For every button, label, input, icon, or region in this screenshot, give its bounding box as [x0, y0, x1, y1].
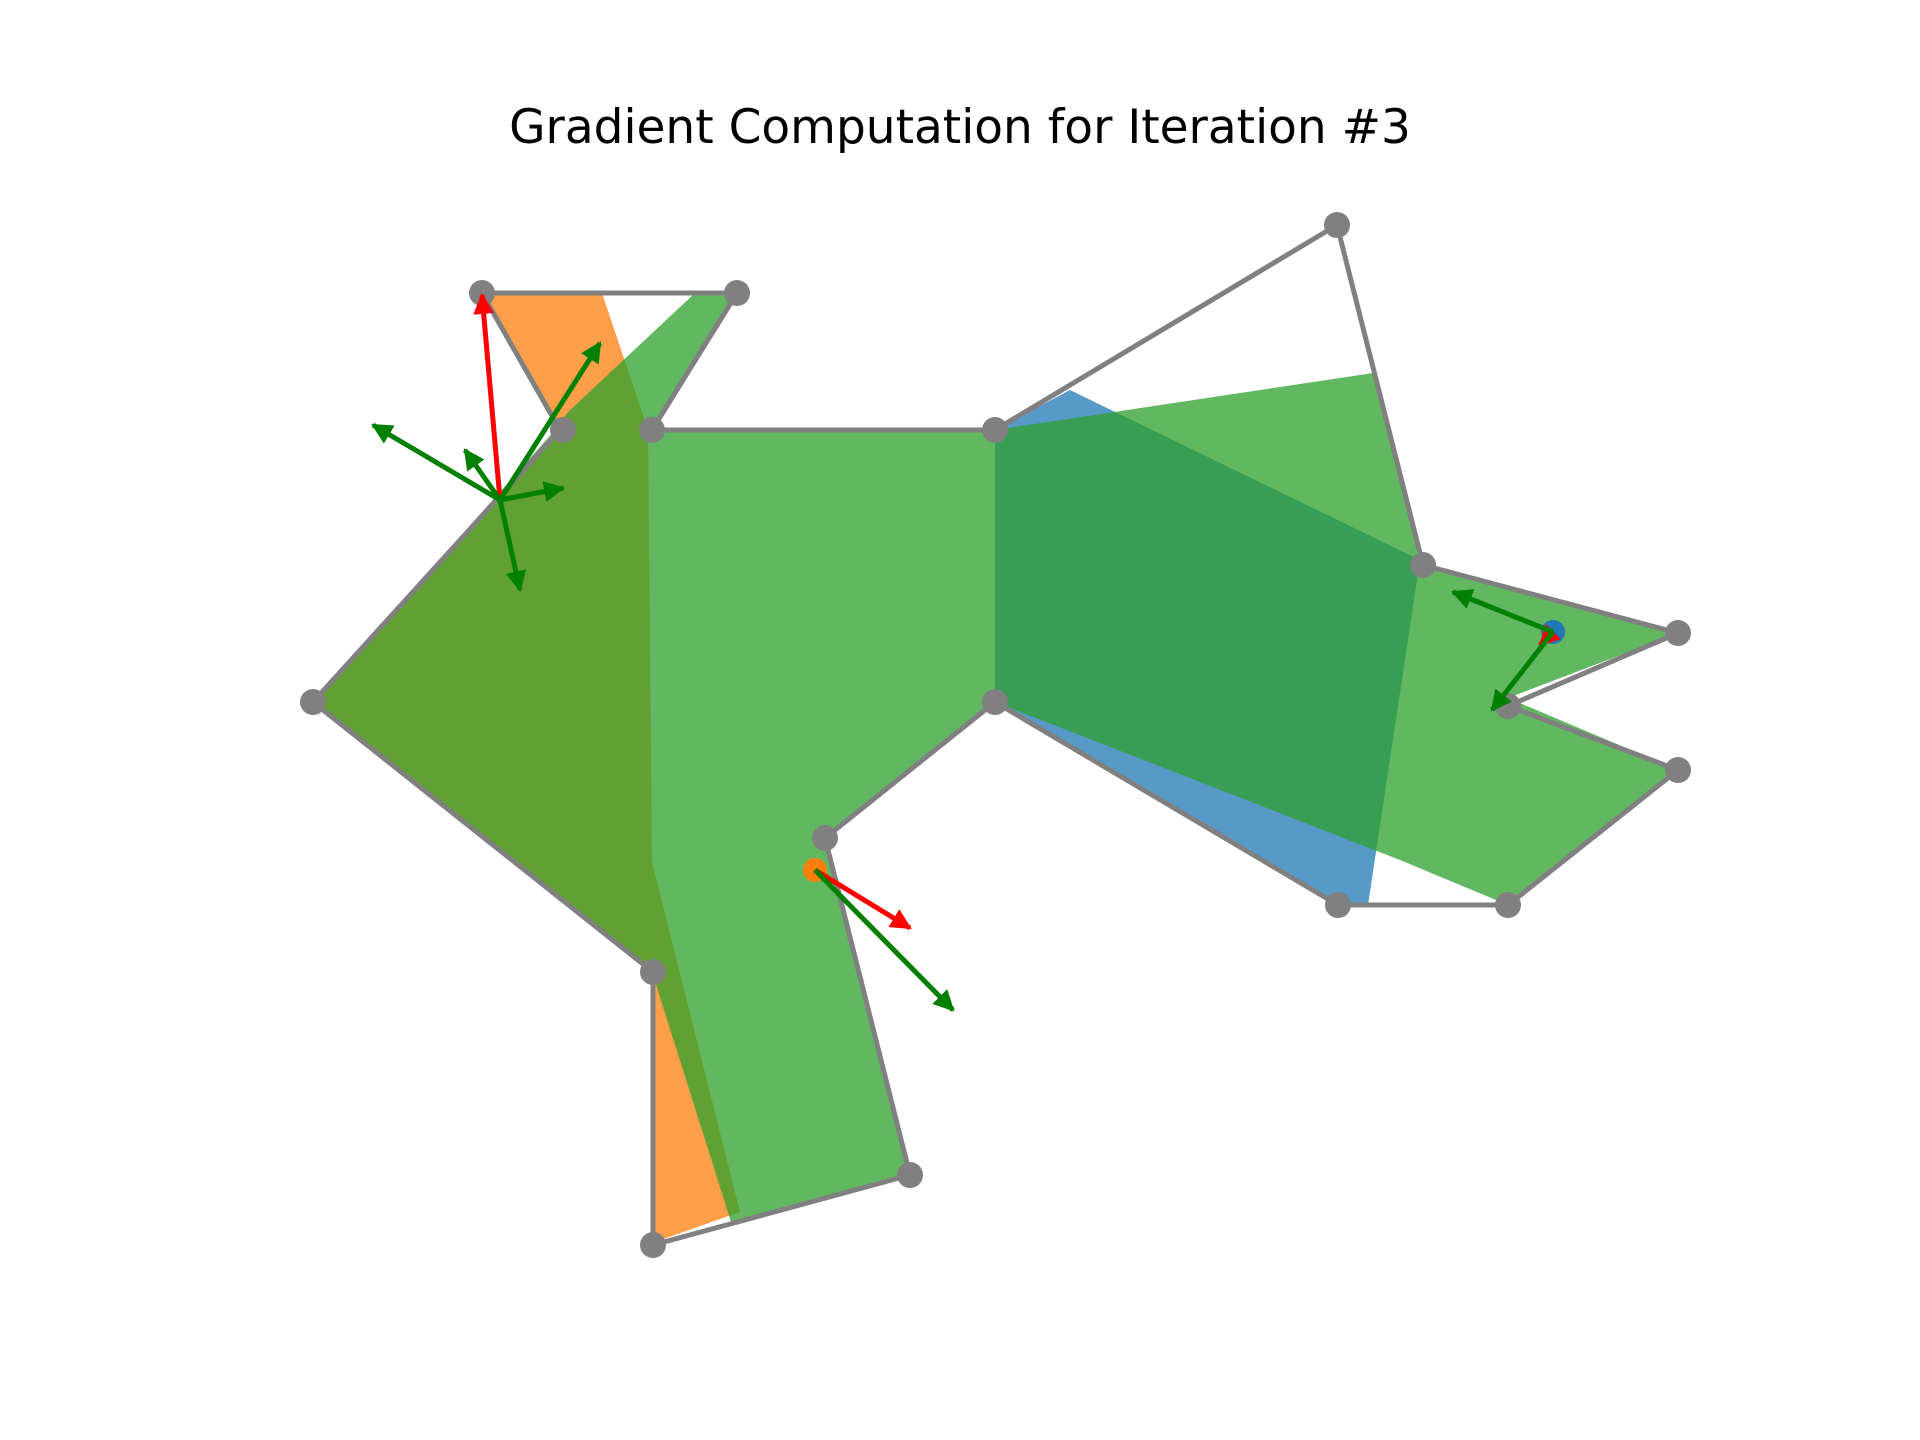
vertex [1665, 620, 1691, 646]
vertex [1495, 892, 1521, 918]
gradient-arrows-upper-left [371, 292, 603, 593]
vertex [1324, 212, 1350, 238]
vertex [897, 1162, 923, 1188]
gradient-green-arrow [462, 448, 503, 502]
vertex [550, 417, 576, 443]
vertex [639, 417, 665, 443]
gradient-arrows-blue-point [1451, 589, 1561, 712]
vertex [982, 417, 1008, 443]
gradient-green-arrow [497, 499, 527, 593]
gradient-green-arrow [371, 422, 502, 503]
vertex [812, 825, 838, 851]
vertex [982, 689, 1008, 715]
vertex [1410, 552, 1436, 578]
gradient-green-arrow [1451, 589, 1554, 635]
gradient-arrows-orange-point [813, 867, 955, 1012]
gradient-red-arrow [813, 867, 912, 931]
vertex [1495, 693, 1521, 719]
green-region [313, 293, 1678, 1225]
gradient-green-arrow [499, 481, 566, 503]
vertex [724, 280, 750, 306]
gradient-green-arrow [497, 341, 603, 502]
vertex [1665, 757, 1691, 783]
vertex [1325, 892, 1351, 918]
gradient-red-arrow [473, 292, 503, 501]
vertex [640, 959, 666, 985]
vertex [640, 1232, 666, 1258]
vertex [300, 689, 326, 715]
figure-title: Gradient Computation for Iteration #3 [509, 100, 1411, 155]
polygon-vertices [300, 212, 1691, 1258]
gradient-green-arrow [1490, 630, 1555, 712]
gradient-green-arrow [813, 868, 955, 1012]
